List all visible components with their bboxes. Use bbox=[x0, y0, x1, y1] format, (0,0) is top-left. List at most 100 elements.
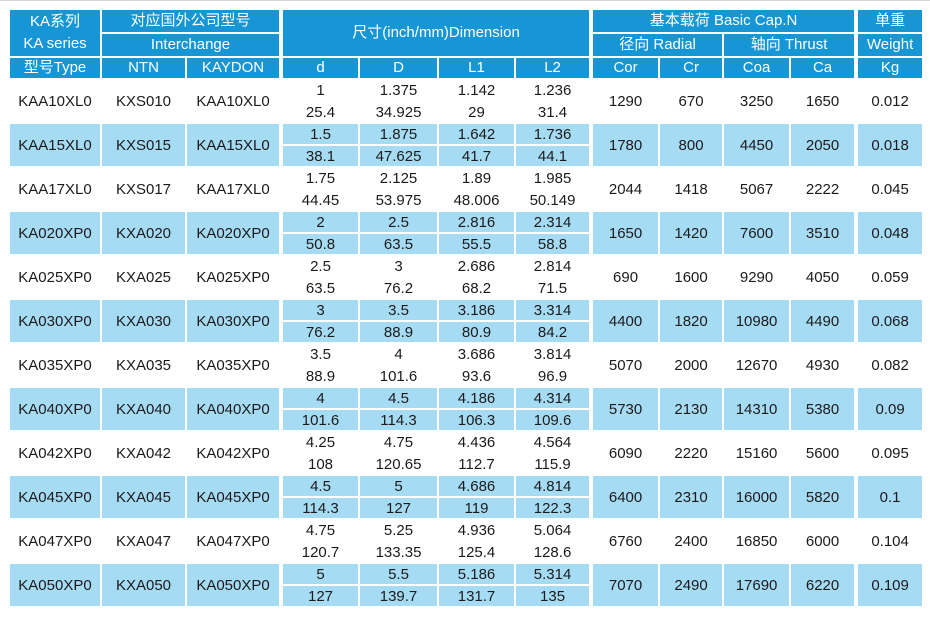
cell-coa: 5067 bbox=[722, 166, 792, 212]
cell-kaydon: KA020XP0 bbox=[184, 210, 283, 256]
table-row: 63.5 76.2 68.2 71.5 bbox=[9, 276, 923, 300]
cell-D_mm: 53.975 bbox=[358, 188, 440, 212]
cell-model: KAA15XL0 bbox=[8, 122, 102, 168]
table-row: KA047XP0 KXA047 KA047XP0 4.75 5.25 4.936 5.064… bbox=[8, 518, 925, 564]
col-header-D: D bbox=[358, 56, 440, 80]
cell-cr: 2220 bbox=[658, 430, 725, 476]
col-header-type: 型号Type bbox=[8, 56, 102, 80]
cell-d_mm: 50.8 bbox=[279, 232, 361, 256]
cell-coa: 12670 bbox=[722, 342, 792, 388]
cell-d_mm: 63.5 bbox=[279, 276, 361, 300]
weight-header-cn: 单重 bbox=[854, 8, 925, 34]
cell-D_in: 5.25 bbox=[358, 518, 440, 542]
cell-ntn: KXA040 bbox=[100, 386, 187, 432]
table-row: KA040XP0 KXA040 KA040XP0 4 4.5 4.186 4.314 5730… bbox=[8, 386, 925, 432]
cell-D_mm: 34.925 bbox=[358, 100, 440, 124]
cell-cr: 1420 bbox=[658, 210, 725, 256]
cell-D_in: 4 bbox=[358, 342, 440, 366]
cell-kg: 0.059 bbox=[854, 254, 925, 300]
cell-model: KA047XP0 bbox=[8, 518, 102, 564]
cell-ntn: KXA047 bbox=[100, 518, 187, 564]
cell-kaydon: KA045XP0 bbox=[184, 474, 283, 520]
cell-l2_mm: 44.1 bbox=[514, 144, 593, 168]
cell-kg: 0.104 bbox=[854, 518, 925, 564]
cell-D_in: 3 bbox=[358, 254, 440, 278]
cell-l1_mm: 106.3 bbox=[437, 408, 517, 432]
cell-l2_in: 5.314 bbox=[514, 562, 593, 586]
interchange-header-en: Interchange bbox=[99, 32, 283, 58]
cell-model: KA040XP0 bbox=[8, 386, 102, 432]
cell-l2_mm: 84.2 bbox=[514, 320, 593, 344]
cell-l2_in: 2.814 bbox=[514, 254, 593, 278]
cell-kg: 0.068 bbox=[854, 298, 925, 344]
table-row: KA050XP0 KXA050 KA050XP0 5 5.5 5.186 5.314 7070… bbox=[8, 562, 925, 608]
cell-ca: 3510 bbox=[789, 210, 858, 256]
cell-d_mm: 108 bbox=[279, 452, 361, 476]
series-header: KA系列 KA series bbox=[8, 8, 102, 58]
cell-ca: 5380 bbox=[789, 386, 858, 432]
cell-d_mm: 44.45 bbox=[279, 188, 361, 212]
interchange-header-cn: 对应国外公司型号 bbox=[99, 8, 283, 34]
cell-d_mm: 38.1 bbox=[279, 144, 361, 168]
cell-cor: 5070 bbox=[589, 342, 661, 388]
cell-cr: 2490 bbox=[658, 562, 725, 608]
cell-l2_mm: 115.9 bbox=[514, 452, 593, 476]
cell-ntn: KXS017 bbox=[100, 166, 187, 212]
cell-d_in: 1.5 bbox=[279, 122, 361, 146]
cell-l2_in: 4.814 bbox=[514, 474, 593, 498]
cell-d_in: 2 bbox=[279, 210, 361, 234]
cell-ntn: KXA025 bbox=[100, 254, 187, 300]
cell-cr: 2310 bbox=[658, 474, 725, 520]
cell-cor: 6760 bbox=[589, 518, 661, 564]
cell-D_in: 1.375 bbox=[358, 78, 440, 102]
cell-l1_mm: 41.7 bbox=[437, 144, 517, 168]
cell-cor: 7070 bbox=[589, 562, 661, 608]
cell-cr: 1820 bbox=[658, 298, 725, 344]
cell-l1_mm: 48.006 bbox=[437, 188, 517, 212]
cell-l1_mm: 119 bbox=[437, 496, 517, 520]
cell-l1_in: 4.436 bbox=[437, 430, 517, 454]
table-row: KAA15XL0 KXS015 KAA15XL0 1.5 1.875 1.642 1.736… bbox=[8, 122, 925, 168]
table-row: 76.2 88.9 80.9 84.2 bbox=[9, 320, 923, 344]
cell-D_mm: 114.3 bbox=[358, 408, 440, 432]
bearing-spec-table: KA系列 KA series 对应国外公司型号 尺寸(inch/mm)Dimen… bbox=[8, 8, 925, 608]
cell-D_mm: 139.7 bbox=[358, 584, 440, 608]
cell-kaydon: KA040XP0 bbox=[184, 386, 283, 432]
table-row: 108 120.65 112.7 115.9 bbox=[9, 452, 923, 476]
table-row: KA042XP0 KXA042 KA042XP0 4.25 4.75 4.436 4.564… bbox=[8, 430, 925, 476]
cell-d_in: 3.5 bbox=[279, 342, 361, 366]
cell-l1_in: 2.686 bbox=[437, 254, 517, 278]
table-row: KA035XP0 KXA035 KA035XP0 3.5 4 3.686 3.814 5070… bbox=[8, 342, 925, 388]
cell-l2_in: 1.985 bbox=[514, 166, 593, 190]
weight-header-en: Weight bbox=[854, 32, 925, 58]
cell-kaydon: KA047XP0 bbox=[184, 518, 283, 564]
cell-ntn: KXA050 bbox=[100, 562, 187, 608]
cell-cr: 1418 bbox=[658, 166, 725, 212]
col-header-d: d bbox=[279, 56, 361, 80]
cell-kg: 0.109 bbox=[854, 562, 925, 608]
cell-kg: 0.018 bbox=[854, 122, 925, 168]
cell-coa: 17690 bbox=[722, 562, 792, 608]
cell-kg: 0.012 bbox=[854, 78, 925, 124]
cell-cr: 2400 bbox=[658, 518, 725, 564]
cell-ca: 5820 bbox=[789, 474, 858, 520]
cell-kg: 0.082 bbox=[854, 342, 925, 388]
cell-kg: 0.048 bbox=[854, 210, 925, 256]
cell-l2_in: 1.736 bbox=[514, 122, 593, 146]
thrust-header: 轴向 Thrust bbox=[722, 32, 858, 58]
table-row: 101.6 114.3 106.3 109.6 bbox=[9, 408, 923, 432]
cell-D_in: 4.5 bbox=[358, 386, 440, 410]
cell-l2_mm: 122.3 bbox=[514, 496, 593, 520]
cell-model: KA025XP0 bbox=[8, 254, 102, 300]
cell-coa: 15160 bbox=[722, 430, 792, 476]
cell-cor: 6090 bbox=[589, 430, 661, 476]
table-row: 25.4 34.925 29 31.4 bbox=[9, 100, 923, 124]
cell-model: KA020XP0 bbox=[8, 210, 102, 256]
cell-ca: 1650 bbox=[789, 78, 858, 124]
cell-kaydon: KAA10XL0 bbox=[184, 78, 283, 124]
cell-cor: 1650 bbox=[589, 210, 661, 256]
cell-ntn: KXA030 bbox=[100, 298, 187, 344]
cell-D_in: 3.5 bbox=[358, 298, 440, 322]
col-header-L1: L1 bbox=[437, 56, 517, 80]
